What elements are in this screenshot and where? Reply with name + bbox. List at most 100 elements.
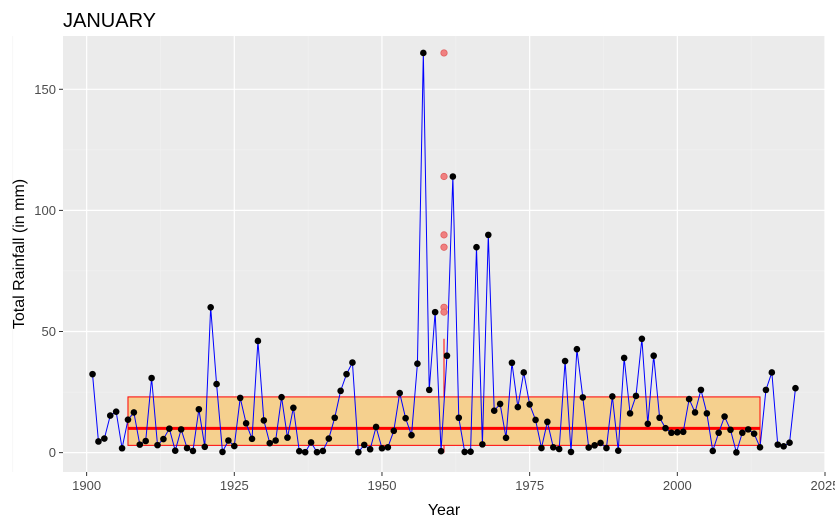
data-point	[366, 445, 374, 453]
data-point	[313, 448, 321, 456]
data-point	[727, 426, 734, 434]
data-point	[579, 394, 587, 401]
data-point	[355, 448, 362, 456]
data-point	[514, 403, 522, 411]
x-tick-label: 2025	[811, 478, 835, 493]
data-point	[549, 443, 557, 451]
x-tick-label: 1975	[515, 478, 544, 493]
data-point	[461, 448, 468, 456]
data-point	[319, 447, 327, 455]
data-point	[124, 416, 132, 423]
data-point	[201, 443, 209, 451]
data-point	[390, 427, 398, 435]
data-point	[455, 414, 463, 422]
data-point	[112, 408, 120, 415]
data-point	[260, 417, 268, 424]
data-point	[171, 447, 179, 454]
data-point	[101, 435, 108, 442]
data-point	[177, 426, 185, 433]
data-point	[225, 437, 232, 444]
data-point	[614, 447, 622, 454]
data-point	[561, 357, 569, 365]
data-point	[496, 400, 504, 408]
data-point	[118, 444, 126, 452]
data-point	[136, 441, 144, 448]
data-point	[792, 384, 799, 392]
data-point	[544, 418, 551, 426]
data-point	[284, 434, 291, 441]
data-point	[638, 335, 646, 343]
data-point	[709, 447, 717, 455]
data-point	[425, 386, 433, 394]
data-point	[349, 359, 356, 366]
boxplot-outlier-point	[440, 49, 448, 57]
x-tick-label: 2000	[663, 478, 692, 493]
data-point	[431, 308, 439, 316]
data-point	[278, 393, 285, 401]
data-point	[502, 434, 510, 442]
data-point	[591, 442, 598, 449]
data-point	[154, 441, 161, 449]
boxplot-outlier-point	[440, 308, 448, 316]
data-point	[207, 303, 214, 311]
data-point	[219, 448, 226, 456]
data-point	[242, 420, 250, 427]
data-point	[679, 428, 687, 436]
x-axis-title: Year	[428, 502, 461, 519]
series-points	[89, 49, 799, 456]
data-point	[691, 409, 699, 416]
data-point	[307, 439, 315, 446]
data-point	[290, 404, 297, 412]
data-point	[674, 428, 681, 436]
data-point	[195, 405, 203, 413]
boxplot-outlier-point	[440, 172, 448, 181]
data-point	[266, 439, 274, 447]
data-point	[272, 437, 279, 444]
data-point	[626, 410, 634, 417]
data-point	[360, 441, 368, 449]
data-point	[685, 395, 693, 403]
data-point	[485, 231, 492, 239]
data-point	[656, 414, 663, 422]
data-point	[668, 429, 675, 437]
data-point	[130, 409, 138, 416]
data-point	[142, 437, 149, 445]
data-point	[650, 352, 657, 360]
data-point	[585, 444, 593, 451]
y-tick-label: 50	[42, 324, 56, 339]
chart-title: JANUARY	[63, 10, 156, 32]
data-point	[721, 413, 728, 420]
data-point	[774, 441, 782, 448]
data-point	[420, 49, 427, 57]
data-point	[573, 345, 581, 353]
data-point	[378, 444, 386, 452]
data-point	[437, 447, 445, 455]
data-point	[490, 407, 498, 415]
data-point	[396, 389, 403, 397]
data-point	[384, 443, 392, 451]
data-point	[786, 439, 793, 446]
data-point	[325, 435, 333, 442]
data-point	[662, 424, 669, 432]
x-tick-label: 1950	[368, 478, 397, 493]
data-point	[189, 447, 197, 455]
data-point	[744, 426, 752, 433]
data-point	[301, 448, 309, 456]
data-point	[414, 360, 421, 368]
data-point	[160, 435, 167, 443]
data-point	[609, 393, 616, 400]
data-point	[183, 444, 191, 452]
data-point	[620, 354, 628, 362]
data-point	[295, 447, 303, 455]
data-point	[768, 369, 776, 376]
data-point	[532, 416, 539, 424]
y-tick-label: 150	[34, 82, 56, 97]
data-point	[597, 439, 604, 447]
data-point	[106, 412, 114, 419]
data-point	[697, 386, 705, 394]
data-point	[337, 387, 344, 395]
data-point	[473, 243, 480, 251]
data-point	[632, 392, 640, 400]
data-point	[538, 444, 545, 452]
y-tick-label: 0	[49, 445, 56, 460]
